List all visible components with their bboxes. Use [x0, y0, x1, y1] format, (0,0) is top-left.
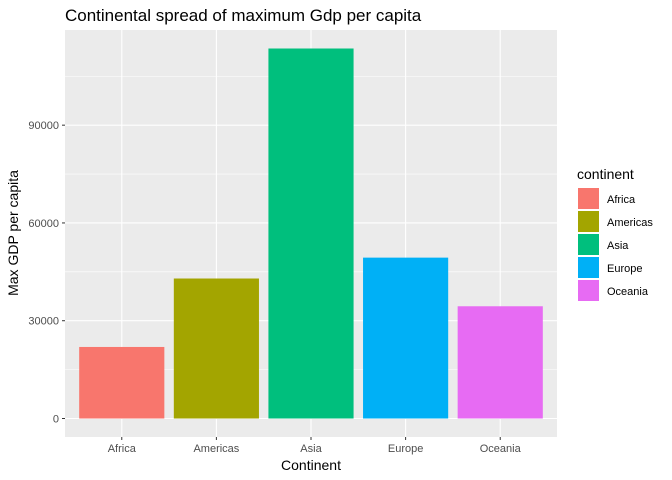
y-tick-label: 30000 — [28, 316, 59, 328]
legend: continent Africa Americas Asia Europe Oceani… — [577, 166, 653, 301]
legend-label: Africa — [607, 194, 636, 206]
legend-key — [578, 211, 599, 232]
legend-key — [578, 234, 599, 255]
legend-entry: Americas — [578, 211, 653, 232]
x-tick-label: Americas — [193, 443, 239, 455]
y-axis-ticks: 0 30000 60000 90000 — [28, 120, 65, 426]
x-axis-title: Continent — [281, 457, 341, 473]
x-tick-label: Oceania — [480, 443, 522, 455]
legend-entry: Oceania — [578, 280, 649, 301]
y-tick-label: 60000 — [28, 218, 59, 230]
bars — [79, 48, 543, 419]
legend-key — [578, 257, 599, 278]
y-axis-title: Max GDP per capita — [5, 170, 21, 296]
y-tick-label: 0 — [53, 414, 59, 426]
legend-entry: Asia — [578, 234, 629, 255]
x-tick-label: Africa — [108, 443, 137, 455]
x-tick-label: Europe — [388, 443, 423, 455]
legend-key — [578, 280, 599, 301]
legend-entry: Europe — [578, 257, 642, 278]
chart-title: Continental spread of maximum Gdp per ca… — [65, 6, 422, 25]
bar-africa — [79, 346, 165, 419]
legend-label: Asia — [607, 240, 629, 252]
legend-label: Americas — [607, 217, 653, 229]
bar-asia — [268, 48, 354, 419]
legend-key — [578, 188, 599, 209]
legend-label: Europe — [607, 263, 642, 275]
y-tick-label: 90000 — [28, 120, 59, 132]
bar-americas — [173, 278, 259, 419]
x-axis-ticks: Africa Americas Asia Europe Oceania — [108, 437, 522, 455]
bar-oceania — [457, 306, 543, 419]
legend-title: continent — [577, 166, 634, 182]
legend-entry: Africa — [578, 188, 636, 209]
bar-europe — [363, 257, 449, 419]
x-tick-label: Asia — [300, 443, 322, 455]
legend-label: Oceania — [607, 286, 649, 298]
